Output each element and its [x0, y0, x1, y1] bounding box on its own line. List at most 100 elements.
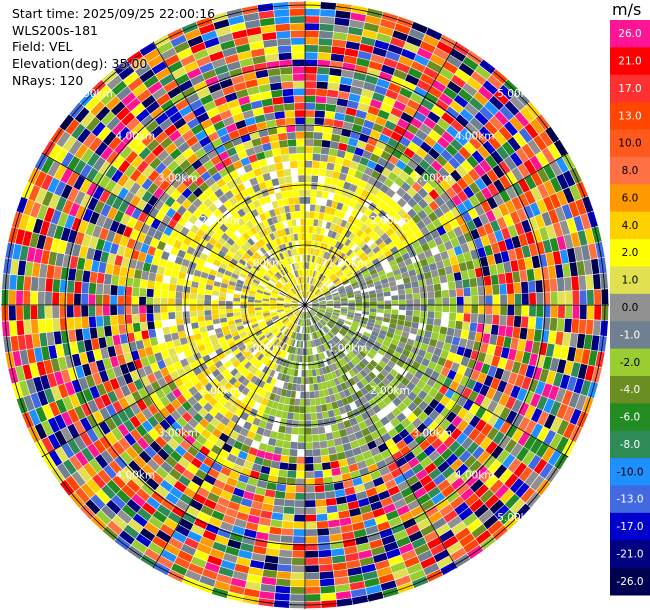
velocity-gate: [125, 150, 138, 164]
velocity-gate: [353, 356, 361, 364]
velocity-gate: [262, 357, 270, 366]
velocity-gate: [292, 279, 297, 286]
velocity-gate: [258, 238, 266, 247]
velocity-gate: [380, 278, 389, 285]
velocity-gate: [316, 81, 328, 89]
velocity-gate: [305, 370, 309, 377]
velocity-gate: [529, 438, 543, 454]
velocity-gate: [147, 182, 159, 195]
velocity-gate: [231, 273, 239, 280]
velocity-gate: [414, 355, 424, 364]
velocity-gate: [253, 168, 263, 177]
velocity-gate: [417, 390, 428, 400]
velocity-gate: [391, 407, 402, 417]
velocity-gate: [214, 382, 224, 392]
velocity-gate: [326, 261, 333, 269]
velocity-gate: [222, 47, 237, 58]
velocity-gate: [251, 323, 259, 329]
velocity-gate: [75, 205, 87, 220]
velocity-gate: [396, 93, 410, 105]
velocity-gate: [266, 119, 277, 128]
velocity-gate: [105, 165, 118, 179]
velocity-gate: [328, 348, 334, 356]
velocity-gate: [316, 281, 322, 288]
velocity-gate: [266, 376, 273, 384]
velocity-gate: [536, 442, 549, 458]
velocity-gate: [211, 369, 221, 378]
velocity-gate: [26, 348, 36, 364]
velocity-gate: [316, 264, 321, 272]
velocity-gate: [218, 150, 230, 161]
velocity-gate: [245, 484, 257, 494]
velocity-gate: [241, 223, 250, 232]
velocity-gate: [332, 313, 339, 318]
velocity-gate: [443, 510, 458, 523]
velocity-gate: [290, 390, 296, 398]
velocity-gate: [285, 183, 293, 191]
velocity-gate: [312, 263, 316, 270]
velocity-gate: [377, 400, 387, 410]
velocity-gate: [419, 285, 427, 293]
velocity-gate: [172, 165, 184, 177]
velocity-gate: [147, 170, 160, 182]
velocity-gate: [428, 86, 443, 99]
velocity-gate: [165, 172, 177, 184]
velocity-gate: [542, 239, 553, 254]
velocity-gate: [569, 408, 582, 425]
velocity-gate: [269, 369, 276, 378]
velocity-gate: [287, 257, 292, 265]
velocity-gate: [157, 359, 167, 370]
velocity-gate: [222, 157, 233, 168]
velocity-gate: [213, 392, 223, 402]
velocity-gate: [75, 487, 90, 504]
velocity-gate: [335, 281, 343, 287]
velocity-gate: [228, 376, 238, 386]
velocity-gate: [243, 12, 260, 22]
velocity-gate: [232, 334, 241, 341]
velocity-gate: [267, 334, 275, 341]
velocity-gate: [282, 327, 288, 334]
velocity-gate: [217, 352, 227, 360]
velocity-gate: [12, 350, 22, 367]
velocity-gate: [314, 110, 325, 118]
velocity-gate: [543, 164, 556, 180]
velocity-gate: [266, 332, 273, 339]
velocity-gate: [346, 332, 354, 339]
velocity-gate: [378, 490, 391, 501]
velocity-gate: [259, 591, 275, 600]
velocity-gate: [283, 96, 294, 104]
velocity-gate: [150, 362, 160, 373]
velocity-gate: [293, 354, 298, 362]
velocity-gate: [555, 387, 566, 403]
velocity-gate: [437, 461, 450, 473]
velocity-gate: [335, 105, 347, 114]
velocity-gate: [84, 339, 93, 352]
velocity-gate: [207, 274, 216, 281]
velocity-gate: [215, 254, 224, 263]
velocity-gate: [276, 214, 283, 223]
velocity-gate: [418, 159, 431, 171]
velocity-gate: [362, 570, 378, 581]
velocity-gate: [236, 511, 249, 522]
velocity-gate: [363, 480, 375, 491]
velocity-gate: [69, 393, 81, 408]
velocity-gate: [492, 314, 500, 325]
velocity-gate: [399, 445, 411, 457]
velocity-gate: [359, 504, 372, 515]
velocity-gate: [276, 282, 283, 288]
velocity-gate: [174, 556, 191, 569]
velocity-gate: [349, 417, 358, 426]
velocity-gate: [395, 159, 407, 171]
velocity-gate: [281, 267, 287, 275]
velocity-gate: [575, 198, 587, 215]
velocity-gate: [401, 549, 417, 561]
velocity-gate: [123, 164, 136, 178]
velocity-gate: [250, 161, 260, 170]
velocity-gate: [150, 380, 161, 392]
colorbar-tick-label: 0.0: [622, 302, 639, 314]
velocity-gate: [33, 248, 43, 264]
velocity-gate: [153, 399, 165, 411]
velocity-gate: [169, 148, 182, 160]
velocity-gate: [531, 255, 541, 269]
velocity-gate: [314, 315, 320, 322]
